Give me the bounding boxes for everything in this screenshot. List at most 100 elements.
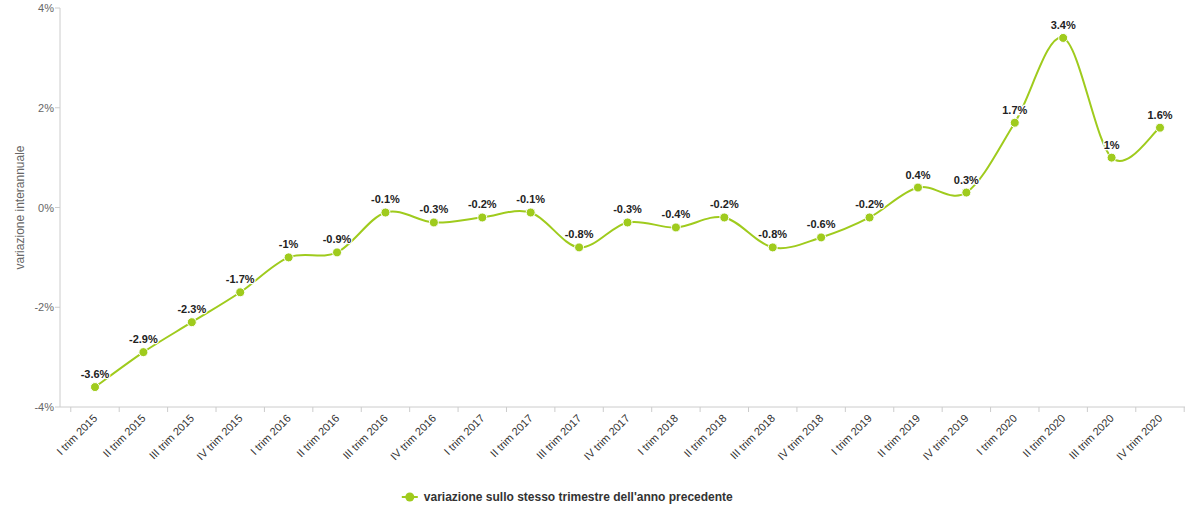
y-tick-label: 4% bbox=[38, 2, 54, 14]
x-tick-label: II trim 2016 bbox=[294, 412, 341, 459]
plot-area bbox=[91, 33, 1165, 391]
data-label: -1% bbox=[279, 238, 299, 250]
y-tick-label: 2% bbox=[38, 102, 54, 114]
point bbox=[526, 208, 535, 217]
x-tick-label: II trim 2017 bbox=[488, 412, 535, 459]
point bbox=[623, 218, 632, 227]
data-label: -0.4% bbox=[662, 208, 691, 220]
legend-label: variazione sullo stesso trimestre dell'a… bbox=[424, 490, 733, 504]
data-labels: -3.6%-2.9%-2.3%-1.7%-1%-0.9%-0.1%-0.3%-0… bbox=[81, 19, 1173, 380]
data-label: -0.8% bbox=[758, 228, 787, 240]
point bbox=[381, 208, 390, 217]
data-label: -0.1% bbox=[516, 193, 545, 205]
x-tick-label: IV trim 2016 bbox=[388, 412, 438, 462]
x-tick-label: II trim 2020 bbox=[1020, 412, 1067, 459]
point bbox=[1107, 153, 1116, 162]
point bbox=[962, 188, 971, 197]
point bbox=[913, 183, 922, 192]
x-tick bbox=[603, 407, 604, 412]
x-tick-label: I trim 2017 bbox=[441, 412, 486, 457]
x-tick-label: I trim 2015 bbox=[54, 412, 99, 457]
point bbox=[1156, 123, 1165, 132]
chart: -4% -2% 0% 2% 4% variazione interannuale I tri… bbox=[0, 0, 1200, 514]
data-label: -2.3% bbox=[177, 303, 206, 315]
data-label: 0.3% bbox=[954, 174, 979, 186]
y-tick-label: -4% bbox=[34, 401, 54, 413]
x-tick bbox=[1135, 407, 1136, 412]
point bbox=[1059, 33, 1068, 42]
x-tick-label: I trim 2020 bbox=[974, 412, 1019, 457]
x-tick bbox=[748, 407, 749, 412]
x-tick bbox=[700, 407, 701, 412]
point bbox=[187, 318, 196, 327]
point bbox=[284, 253, 293, 262]
x-tick-label: IV trim 2019 bbox=[920, 412, 970, 462]
legend: variazione sullo stesso trimestre dell'a… bbox=[402, 490, 733, 504]
x-tick bbox=[651, 407, 652, 412]
y-tick bbox=[55, 307, 60, 308]
point bbox=[671, 223, 680, 232]
x-tick-label: II trim 2015 bbox=[100, 412, 147, 459]
x-tick bbox=[1184, 407, 1185, 412]
data-label: -0.2% bbox=[855, 198, 884, 210]
data-label: 1.7% bbox=[1002, 104, 1027, 116]
x-tick-label: I trim 2016 bbox=[248, 412, 293, 457]
data-label: 3.4% bbox=[1051, 19, 1076, 31]
data-label: -0.3% bbox=[613, 203, 642, 215]
x-tick bbox=[216, 407, 217, 412]
x-tick bbox=[506, 407, 507, 412]
x-tick bbox=[312, 407, 313, 412]
x-tick-label: I trim 2018 bbox=[635, 412, 680, 457]
x-tick bbox=[119, 407, 120, 412]
point bbox=[768, 243, 777, 252]
data-label: 1.6% bbox=[1147, 109, 1172, 121]
x-tick bbox=[409, 407, 410, 412]
data-label: -0.2% bbox=[710, 198, 739, 210]
data-label: -0.8% bbox=[565, 228, 594, 240]
point bbox=[139, 348, 148, 357]
point bbox=[333, 248, 342, 257]
x-tick bbox=[1038, 407, 1039, 412]
x-tick bbox=[70, 407, 71, 412]
data-label: 1% bbox=[1104, 139, 1120, 151]
x-axis bbox=[60, 407, 1185, 408]
data-label: -0.1% bbox=[371, 193, 400, 205]
point bbox=[575, 243, 584, 252]
legend-marker bbox=[405, 493, 414, 502]
y-axis-title: variazione interannuale bbox=[13, 145, 27, 269]
x-tick-label: IV trim 2017 bbox=[581, 412, 631, 462]
point bbox=[91, 383, 100, 392]
x-tick-label: III trim 2020 bbox=[1066, 412, 1116, 462]
series-line bbox=[95, 38, 1160, 387]
x-tick-label: II trim 2019 bbox=[875, 412, 922, 459]
x-tick-label: IV trim 2020 bbox=[1114, 412, 1164, 462]
y-tick bbox=[55, 8, 60, 9]
x-tick-label: IV trim 2018 bbox=[775, 412, 825, 462]
point bbox=[865, 213, 874, 222]
x-tick-label: III trim 2015 bbox=[147, 412, 197, 462]
x-tick-label: III trim 2017 bbox=[534, 412, 584, 462]
x-tick-label: III trim 2018 bbox=[728, 412, 778, 462]
x-tick-label: II trim 2018 bbox=[681, 412, 728, 459]
data-label: -0.6% bbox=[807, 218, 836, 230]
y-tick-label: -2% bbox=[34, 301, 54, 313]
point bbox=[236, 288, 245, 297]
y-tick-label: 0% bbox=[38, 202, 54, 214]
x-tick-label: III trim 2016 bbox=[340, 412, 390, 462]
point bbox=[429, 218, 438, 227]
x-tick bbox=[942, 407, 943, 412]
x-tick-label: IV trim 2015 bbox=[194, 412, 244, 462]
x-tick bbox=[264, 407, 265, 412]
x-tick bbox=[458, 407, 459, 412]
data-label: -0.2% bbox=[468, 198, 497, 210]
x-tick bbox=[845, 407, 846, 412]
data-label: -0.9% bbox=[323, 233, 352, 245]
x-tick bbox=[167, 407, 168, 412]
x-tick-label: I trim 2019 bbox=[829, 412, 874, 457]
x-tick bbox=[990, 407, 991, 412]
x-tick bbox=[1087, 407, 1088, 412]
y-tick bbox=[55, 107, 60, 108]
data-label: 0.4% bbox=[905, 169, 930, 181]
data-label: -1.7% bbox=[226, 273, 255, 285]
y-tick bbox=[55, 207, 60, 208]
